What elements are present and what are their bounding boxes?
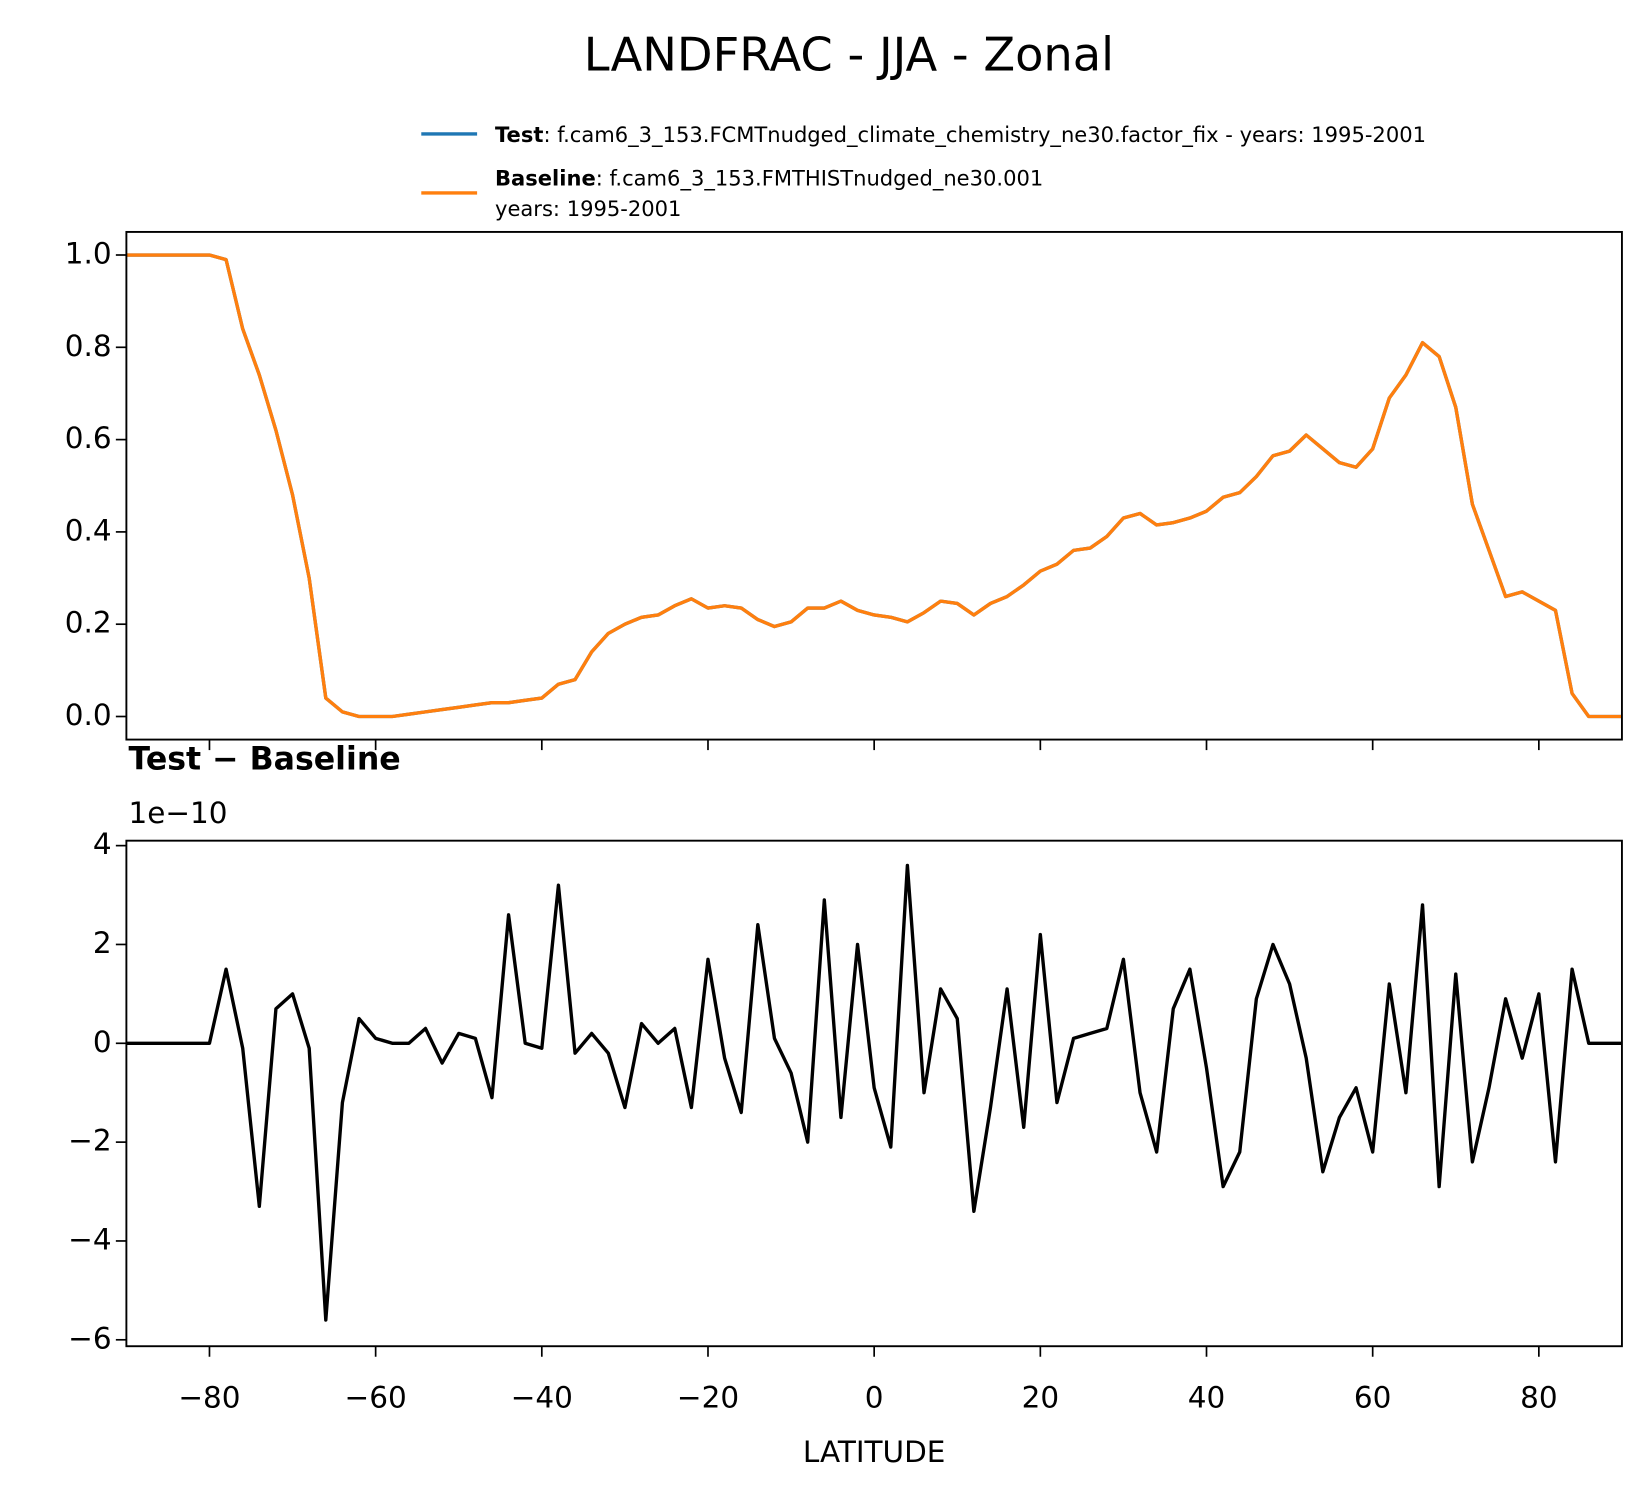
data-line — [126, 863, 1622, 1322]
legend-description: : f.cam6_3_153.FMTHISTnudged_ne30.001 — [596, 165, 1044, 190]
y-tick-label: 0 — [93, 1025, 112, 1059]
y-tick-label: −4 — [68, 1222, 111, 1256]
y-tick-label: 1.0 — [65, 237, 112, 271]
y-tick-label: −2 — [68, 1124, 111, 1158]
x-tick-label: 40 — [1188, 1380, 1226, 1414]
figure-title: LANDFRAC - JJA - Zonal — [584, 28, 1114, 82]
y-tick-label: 4 — [93, 827, 112, 861]
offset-label: 1e−10 — [128, 796, 227, 830]
x-tick-label: 60 — [1354, 1380, 1392, 1414]
x-axis-label: LATITUDE — [803, 1435, 946, 1469]
x-tick-label: −40 — [511, 1380, 573, 1414]
legend-description: : f.cam6_3_153.FCMTnudged_climate_chemis… — [543, 122, 1426, 147]
legend-name: Test — [495, 122, 543, 147]
y-tick-label: 2 — [93, 926, 112, 960]
x-tick-label: −80 — [178, 1380, 240, 1414]
x-tick-label: 20 — [1022, 1380, 1059, 1414]
y-tick-label: 0.6 — [65, 421, 112, 455]
legend-description: years: 1995-2001 — [495, 196, 681, 221]
subplot-title: Test − Baseline — [128, 742, 400, 778]
legend-label: Baseline: f.cam6_3_153.FMTHISTnudged_ne3… — [495, 165, 1043, 221]
y-tick-label: 0.0 — [65, 698, 112, 732]
data-line — [126, 253, 1622, 719]
x-tick-label: 0 — [865, 1380, 884, 1414]
x-tick-label: −60 — [345, 1380, 407, 1414]
y-tick-label: 0.8 — [65, 329, 112, 363]
x-tick-label: −20 — [677, 1380, 739, 1414]
data-line — [126, 253, 1622, 719]
y-tick-label: 0.4 — [65, 513, 112, 547]
y-tick-label: 0.2 — [65, 606, 112, 640]
legend-name: Baseline — [495, 165, 596, 190]
axes-frame — [125, 230, 1623, 741]
axes-frame — [125, 839, 1623, 1348]
x-tick-label: 80 — [1520, 1380, 1558, 1414]
y-tick-label: −6 — [68, 1321, 111, 1355]
legend-label: Test: f.cam6_3_153.FCMTnudged_climate_ch… — [495, 122, 1426, 147]
